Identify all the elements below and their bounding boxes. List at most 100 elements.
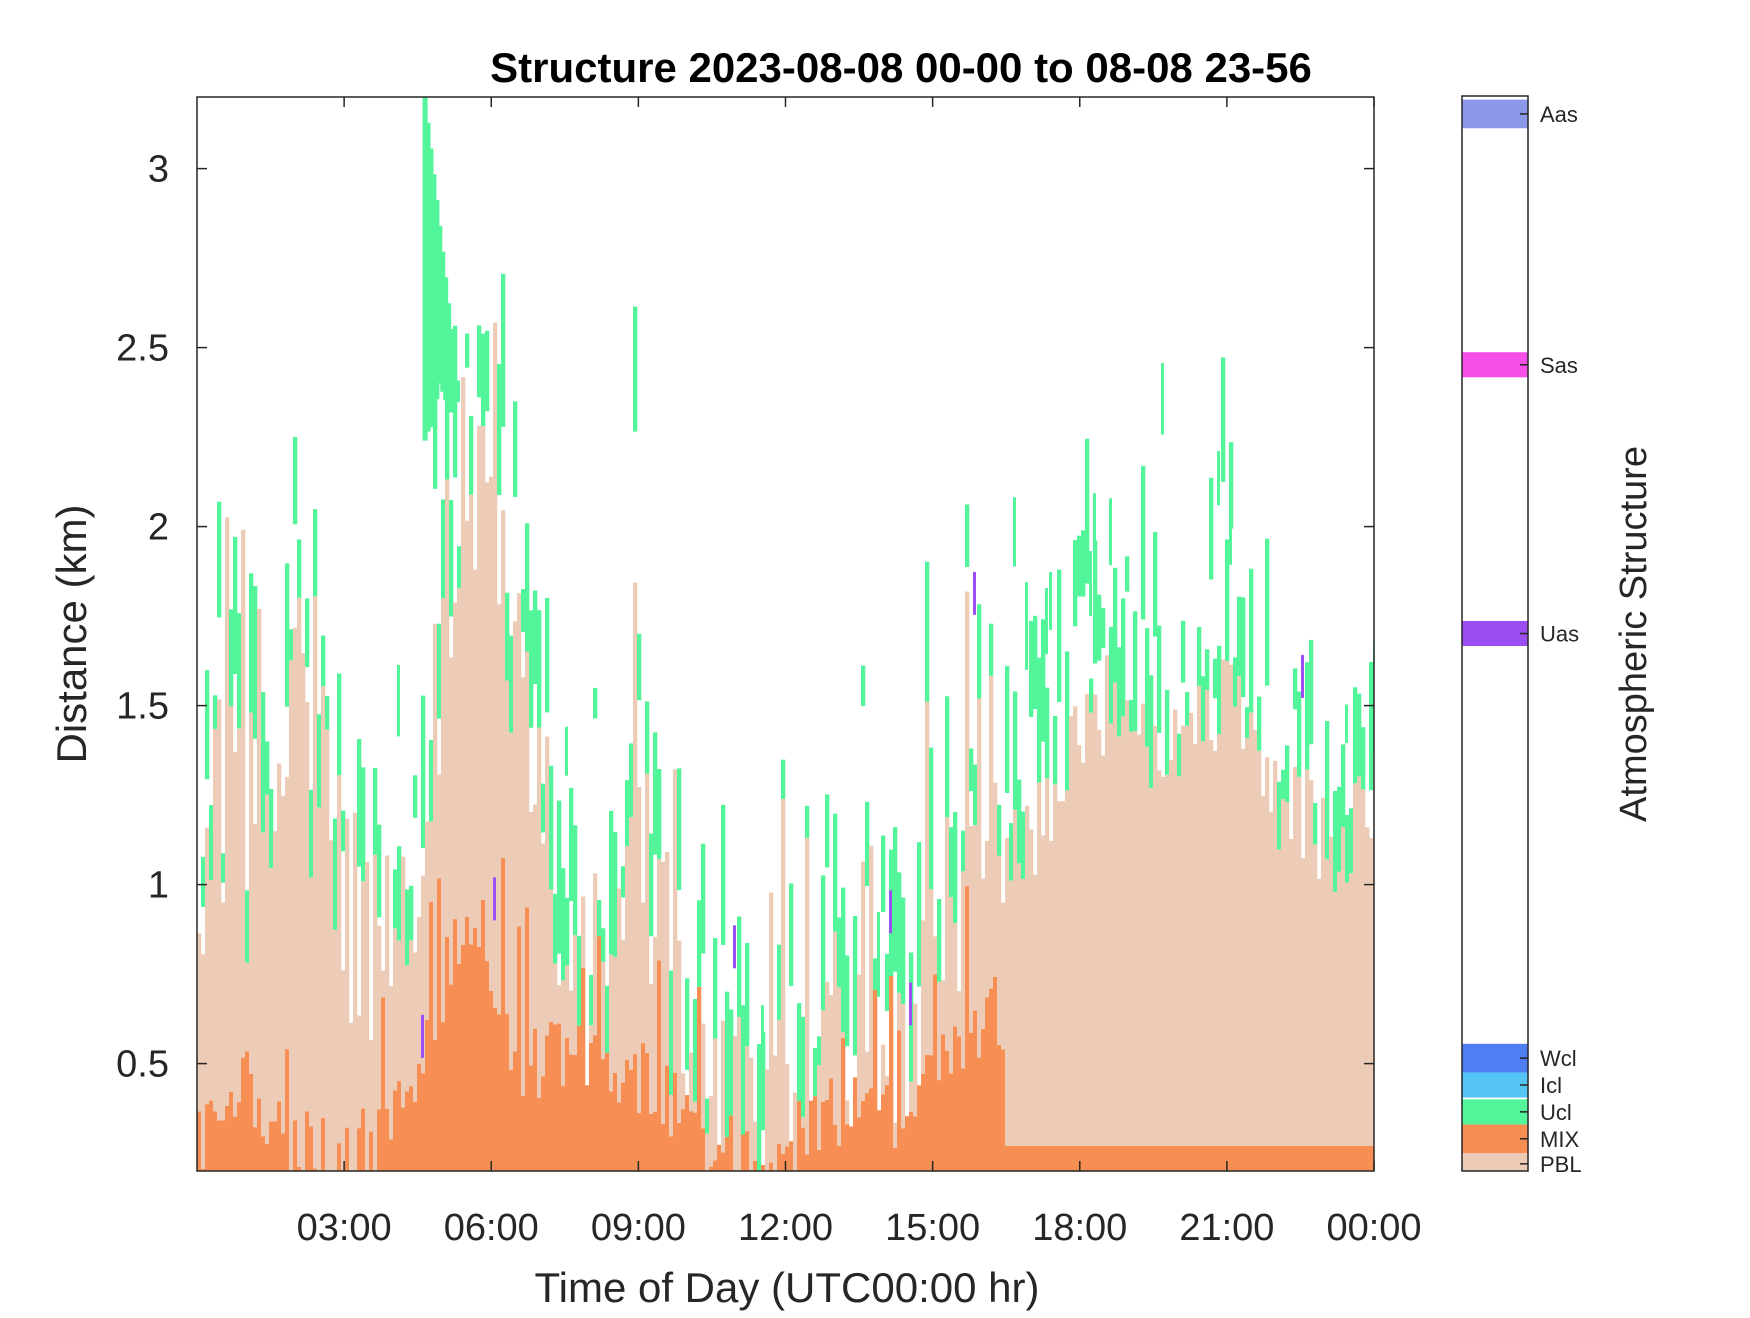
ucl-segment bbox=[325, 696, 329, 730]
ucl-segment bbox=[261, 692, 265, 832]
ucl-segment bbox=[513, 401, 517, 497]
pbl-column bbox=[769, 893, 773, 1163]
mix-column bbox=[961, 1068, 965, 1171]
mix-column bbox=[501, 858, 505, 1171]
ucl-segment bbox=[969, 749, 973, 792]
mix-column bbox=[657, 960, 661, 1171]
mix-column bbox=[505, 1014, 509, 1171]
ucl-segment bbox=[377, 825, 381, 918]
mix-column bbox=[405, 1091, 409, 1171]
pbl-column bbox=[289, 660, 293, 1171]
ucl-segment bbox=[245, 890, 249, 962]
pbl-column bbox=[909, 1082, 913, 1112]
pbl-column bbox=[709, 1096, 713, 1167]
mix-column bbox=[1053, 1146, 1057, 1171]
mix-column bbox=[617, 1103, 621, 1171]
ucl-segment bbox=[1109, 627, 1113, 724]
uas-segment bbox=[733, 925, 736, 968]
ucl-segment bbox=[1345, 705, 1348, 743]
pbl-column bbox=[377, 926, 381, 1109]
ucl-segment bbox=[1025, 582, 1028, 670]
mix-column bbox=[869, 1088, 873, 1171]
mix-column bbox=[893, 1148, 897, 1171]
ucl-segment bbox=[1213, 659, 1217, 699]
ucl-segment bbox=[413, 775, 417, 818]
mix-column bbox=[1049, 1146, 1053, 1171]
mix-column bbox=[1181, 1146, 1185, 1171]
pbl-column bbox=[693, 1102, 697, 1113]
pbl-column bbox=[845, 1101, 849, 1125]
ucl-segment bbox=[721, 805, 725, 945]
ucl-segment bbox=[1009, 823, 1013, 880]
mix-column bbox=[1093, 1146, 1097, 1171]
pbl-column bbox=[1285, 802, 1289, 1146]
pbl-column bbox=[941, 980, 945, 1034]
pbl-column bbox=[425, 822, 429, 1020]
mix-column bbox=[397, 1081, 401, 1171]
pbl-column bbox=[949, 897, 953, 1074]
mix-column bbox=[1273, 1146, 1277, 1171]
pbl-column bbox=[925, 702, 929, 1055]
pbl-column bbox=[381, 971, 385, 998]
ucl-segment bbox=[813, 1048, 817, 1096]
ucl-segment bbox=[289, 629, 293, 660]
mix-column bbox=[477, 947, 481, 1171]
mix-column bbox=[881, 1094, 885, 1171]
ucl-segment bbox=[781, 760, 785, 799]
ucl-segment bbox=[437, 624, 441, 719]
pbl-column bbox=[557, 985, 561, 1023]
ucl-segment bbox=[1165, 690, 1169, 775]
y-tick-label: 3 bbox=[148, 149, 169, 191]
ucl-segment bbox=[637, 634, 641, 700]
ucl-segment bbox=[1221, 358, 1225, 482]
mix-column bbox=[1241, 1146, 1245, 1171]
colorbar-tick-label: Icl bbox=[1540, 1073, 1562, 1098]
mix-column bbox=[337, 1143, 341, 1171]
ucl-segment bbox=[557, 801, 561, 954]
mix-column bbox=[1033, 1146, 1037, 1171]
pbl-column bbox=[481, 426, 485, 900]
mix-column bbox=[593, 1035, 597, 1171]
pbl-column bbox=[445, 479, 449, 937]
pbl-column bbox=[1125, 700, 1129, 1146]
pbl-column bbox=[589, 1025, 593, 1043]
mix-column bbox=[653, 1112, 657, 1171]
pbl-column bbox=[1277, 850, 1281, 1146]
pbl-column bbox=[313, 596, 317, 1168]
pbl-column bbox=[945, 817, 949, 1051]
pbl-column bbox=[749, 1058, 753, 1171]
pbl-column bbox=[773, 1056, 777, 1171]
ucl-segment bbox=[305, 598, 309, 667]
pbl-column bbox=[689, 1053, 693, 1112]
pbl-column bbox=[1097, 730, 1101, 1146]
ucl-segment bbox=[1177, 734, 1181, 776]
profile-columns bbox=[197, 97, 1377, 1171]
y-tick-label: 0.5 bbox=[116, 1044, 169, 1086]
pbl-column bbox=[317, 807, 321, 1171]
pbl-column bbox=[457, 588, 461, 964]
pbl-column bbox=[229, 706, 233, 1092]
ucl-segment bbox=[1309, 640, 1313, 744]
mix-column bbox=[605, 1053, 609, 1171]
mix-column bbox=[1309, 1146, 1313, 1171]
pbl-column bbox=[821, 1010, 825, 1101]
pbl-column bbox=[1293, 767, 1297, 1146]
pbl-column bbox=[525, 652, 529, 908]
pbl-column bbox=[205, 828, 209, 1104]
pbl-column bbox=[1137, 735, 1141, 1146]
pbl-column bbox=[997, 856, 1001, 1045]
pbl-column bbox=[1049, 841, 1053, 1146]
ucl-segment bbox=[1281, 770, 1285, 799]
ucl-segment bbox=[357, 739, 361, 867]
ucl-segment bbox=[397, 665, 400, 736]
ucl-segment bbox=[529, 610, 533, 728]
ucl-segment bbox=[1217, 451, 1220, 505]
mix-column bbox=[673, 1073, 677, 1171]
ucl-segment bbox=[677, 768, 681, 890]
mix-column bbox=[1069, 1146, 1073, 1171]
uas-segment bbox=[909, 982, 912, 1025]
pbl-column bbox=[285, 777, 289, 1049]
pbl-column bbox=[521, 677, 525, 1095]
mix-column bbox=[917, 1085, 921, 1171]
pbl-column bbox=[1305, 769, 1309, 1145]
